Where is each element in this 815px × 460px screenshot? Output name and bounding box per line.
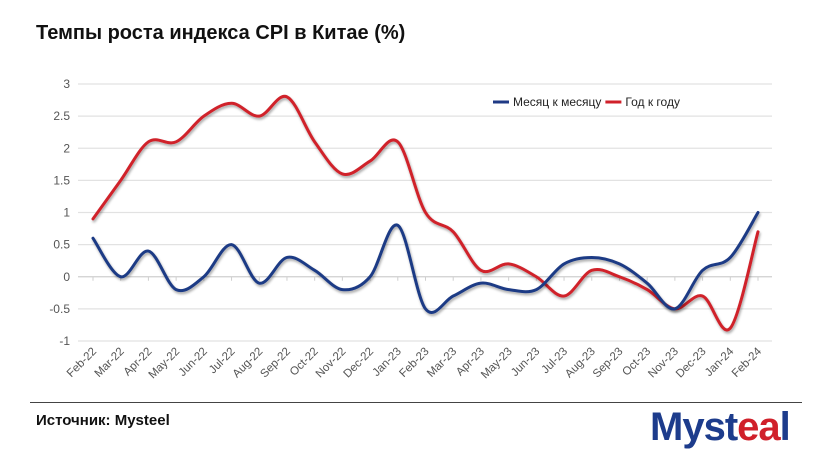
y-tick-label: 3 bbox=[63, 77, 70, 91]
x-tick-label: Jun-23 bbox=[509, 346, 542, 379]
x-tick-label: Aug-22 bbox=[231, 346, 266, 381]
x-tick-label: Feb-24 bbox=[730, 345, 765, 380]
x-tick-label: Mar-23 bbox=[425, 346, 459, 380]
x-tick-label: Feb-23 bbox=[397, 346, 431, 380]
series-line-1 bbox=[91, 94, 760, 332]
chart-title: Темпы роста индекса CPI в Китае (%) bbox=[36, 22, 406, 44]
y-tick-label: 2 bbox=[63, 141, 70, 155]
y-tick-label: 0.5 bbox=[53, 238, 70, 252]
x-tick-label: May-23 bbox=[479, 346, 515, 382]
x-tick-label: Nov-23 bbox=[646, 346, 681, 381]
x-tick-label: Feb-22 bbox=[65, 346, 99, 380]
series-line-0 bbox=[91, 211, 760, 314]
y-tick-label: 1.5 bbox=[53, 173, 70, 187]
x-tick-label: Dec-22 bbox=[342, 346, 377, 381]
y-tick-label: -1 bbox=[59, 334, 70, 348]
source-note: Источник: Mysteel bbox=[36, 412, 170, 429]
y-tick-label: -0.5 bbox=[49, 302, 70, 316]
x-tick-label: Sep-23 bbox=[591, 346, 626, 381]
y-tick-label: 1 bbox=[63, 206, 70, 220]
y-tick-label: 0 bbox=[63, 270, 70, 284]
x-tick-label: Dec-23 bbox=[674, 346, 709, 381]
cpi-line-chart: -1-0.500.511.522.53 Feb-22Mar-22Apr-22Ma… bbox=[49, 77, 772, 382]
legend-label: Месяц к месяцу bbox=[513, 95, 601, 109]
x-tick-label: Nov-22 bbox=[314, 346, 349, 381]
x-tick-label: May-22 bbox=[147, 346, 183, 382]
legend-label: Год к году bbox=[625, 95, 680, 109]
y-tick-label: 2.5 bbox=[53, 109, 70, 123]
x-tick-label: Mar-22 bbox=[93, 346, 127, 380]
x-tick-label: Sep-22 bbox=[258, 346, 293, 381]
x-tick-label: Aug-23 bbox=[563, 346, 598, 381]
mysteel-logo: Mysteal bbox=[650, 405, 791, 449]
divider bbox=[30, 402, 802, 403]
x-tick-label: Jun-22 bbox=[177, 346, 210, 379]
